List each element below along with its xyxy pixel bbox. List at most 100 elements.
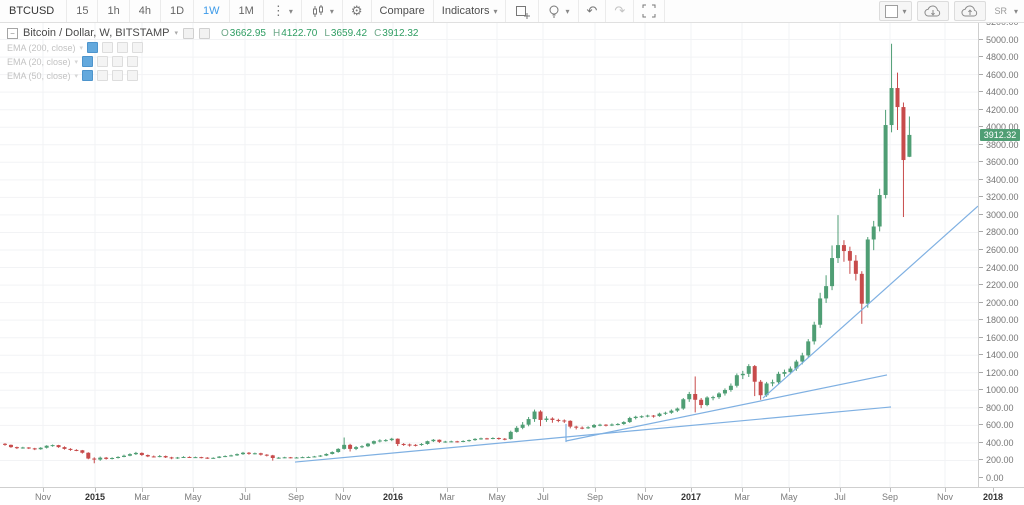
indicator-eye-icon[interactable]: [82, 56, 94, 67]
candle[interactable]: [365, 443, 370, 447]
interval-15-button[interactable]: 15: [67, 0, 99, 22]
load-chart-button[interactable]: [917, 1, 950, 21]
candle[interactable]: [538, 411, 543, 420]
candle[interactable]: [26, 447, 31, 449]
candle[interactable]: [734, 375, 739, 386]
candle[interactable]: [687, 393, 692, 400]
interval-1d-button[interactable]: 1D: [161, 0, 195, 22]
candle[interactable]: [514, 427, 519, 432]
candle[interactable]: [425, 441, 430, 444]
candle[interactable]: [859, 273, 864, 304]
indicator-row-ema200[interactable]: EMA (200, close) ▾: [7, 42, 418, 53]
candle[interactable]: [603, 424, 608, 426]
candle[interactable]: [836, 245, 840, 259]
candle[interactable]: [598, 424, 602, 426]
candle[interactable]: [562, 420, 567, 422]
candle[interactable]: [484, 438, 489, 440]
candle[interactable]: [770, 382, 775, 384]
candle[interactable]: [246, 452, 251, 454]
candle[interactable]: [68, 448, 73, 450]
candle[interactable]: [377, 440, 382, 442]
candle[interactable]: [568, 420, 573, 427]
candle[interactable]: [520, 424, 525, 428]
candle[interactable]: [740, 373, 745, 376]
indicators-button[interactable]: Indicators ▾: [434, 0, 507, 22]
undo-button[interactable]: ↶: [579, 0, 607, 22]
candle[interactable]: [241, 452, 245, 455]
candle[interactable]: [461, 440, 466, 442]
time-axis[interactable]: Nov 2015 Mar May Jul Sep Nov 2016 Mar May Jul Sep No…: [0, 487, 1024, 505]
candle[interactable]: [306, 456, 311, 458]
candle[interactable]: [639, 416, 644, 418]
indicator-row-ema20[interactable]: EMA (20, close) ▾: [7, 56, 418, 67]
candle[interactable]: [657, 413, 662, 417]
candle[interactable]: [526, 419, 531, 425]
candle[interactable]: [318, 455, 323, 457]
candle[interactable]: [413, 444, 418, 446]
chevron-down-icon[interactable]: ▾: [174, 30, 179, 37]
candle[interactable]: [407, 444, 412, 446]
symbol-button[interactable]: BTCUSD: [0, 0, 68, 22]
candle[interactable]: [324, 453, 329, 456]
candle[interactable]: [502, 438, 507, 440]
candle[interactable]: [235, 454, 240, 456]
ideas-button[interactable]: ▾: [539, 0, 579, 22]
candle[interactable]: [211, 457, 216, 459]
candle[interactable]: [627, 418, 632, 423]
candle[interactable]: [853, 260, 858, 274]
candle[interactable]: [609, 424, 614, 426]
interval-4h-button[interactable]: 4h: [130, 0, 161, 22]
candle[interactable]: [663, 412, 668, 414]
candle[interactable]: [788, 368, 793, 373]
candle[interactable]: [865, 239, 870, 304]
candle[interactable]: [830, 258, 835, 287]
candle[interactable]: [270, 455, 275, 459]
candle[interactable]: [288, 457, 293, 459]
legend-collapse-icon[interactable]: −: [7, 27, 18, 39]
trendline[interactable]: [565, 374, 888, 442]
candle[interactable]: [586, 427, 591, 429]
candle[interactable]: [330, 452, 335, 454]
candle[interactable]: [467, 440, 472, 442]
candle[interactable]: [50, 445, 55, 447]
candle[interactable]: [122, 455, 126, 457]
candle[interactable]: [133, 452, 138, 455]
indicator-close-icon[interactable]: [127, 70, 139, 81]
grid-plus-button[interactable]: [506, 0, 540, 22]
candle[interactable]: [32, 448, 37, 450]
chart-properties-button[interactable]: ⚙: [343, 0, 372, 22]
candle[interactable]: [312, 456, 317, 458]
legend-eye-icon[interactable]: [183, 27, 195, 39]
candle[interactable]: [592, 425, 597, 428]
candle[interactable]: [580, 427, 585, 429]
candle[interactable]: [705, 397, 710, 406]
candle[interactable]: [264, 454, 269, 456]
candle[interactable]: [746, 366, 751, 374]
candle[interactable]: [116, 456, 121, 459]
trendline[interactable]: [762, 205, 978, 399]
candle[interactable]: [752, 366, 757, 382]
interval-1m-button[interactable]: 1M: [230, 0, 264, 22]
candle[interactable]: [728, 385, 733, 390]
interval-1w-button[interactable]: 1W: [194, 0, 230, 22]
indicator-settings-icon[interactable]: [102, 42, 114, 53]
candle[interactable]: [14, 447, 19, 449]
indicator-settings-icon[interactable]: [97, 56, 109, 67]
save-chart-button[interactable]: [954, 1, 987, 21]
candle[interactable]: [336, 448, 341, 453]
layout-select-button[interactable]: ▾: [879, 1, 913, 21]
candle[interactable]: [675, 408, 680, 411]
candle[interactable]: [508, 431, 513, 440]
redo-button[interactable]: ↷: [606, 0, 635, 22]
candle[interactable]: [871, 226, 876, 240]
candle[interactable]: [895, 88, 900, 108]
candle[interactable]: [812, 324, 817, 342]
candle[interactable]: [163, 456, 168, 458]
candle[interactable]: [711, 397, 716, 399]
candle[interactable]: [473, 438, 478, 441]
candle[interactable]: [693, 393, 698, 400]
fullscreen-button[interactable]: [634, 0, 666, 22]
candle[interactable]: [169, 457, 174, 459]
indicator-move-icon[interactable]: [112, 56, 124, 67]
candle[interactable]: [139, 452, 144, 456]
